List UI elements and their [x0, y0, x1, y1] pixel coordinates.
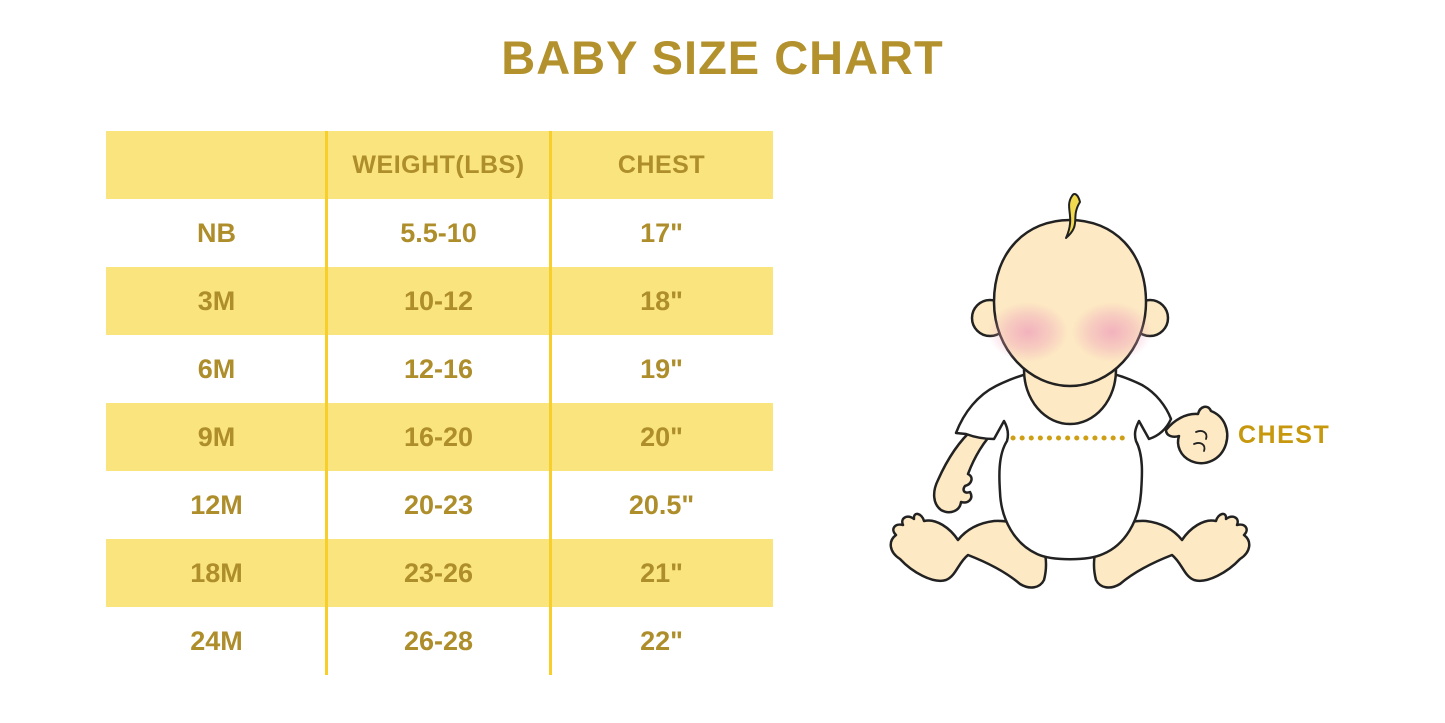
baby-right-cheek — [1072, 302, 1152, 362]
chest-measurement-label: CHEST — [1238, 421, 1331, 449]
header-cell-weight: WEIGHT(LBS) — [352, 151, 525, 179]
size-cell: 24M — [190, 626, 243, 656]
chest-cell: 20.5" — [628, 490, 695, 520]
weight-cell: 12-16 — [403, 354, 474, 384]
size-table: WEIGHT(LBS) CHEST NB 5.5-10 17" 3M 10-12… — [106, 131, 773, 675]
weight-cell: 20-23 — [403, 490, 474, 520]
size-cell: 9M — [197, 422, 236, 452]
page-title: BABY SIZE CHART — [501, 31, 944, 84]
table-row: 3M 10-12 18" — [106, 267, 773, 335]
table-header-row: WEIGHT(LBS) CHEST — [106, 131, 773, 199]
chest-cell: 21" — [640, 558, 683, 588]
baby-illustration — [889, 193, 1251, 589]
column-divider — [549, 131, 552, 675]
table-row: 18M 23-26 21" — [106, 539, 773, 607]
baby-head — [992, 218, 1148, 388]
size-cell: 6M — [197, 354, 236, 384]
baby-right-arm — [1164, 405, 1229, 465]
table-row: 24M 26-28 22" — [106, 607, 773, 675]
header-cell-size — [106, 131, 327, 199]
table-row: 9M 16-20 20" — [106, 403, 773, 471]
table-row: 6M 12-16 19" — [106, 335, 773, 403]
baby-left-cheek — [988, 302, 1068, 362]
weight-cell: 23-26 — [403, 558, 474, 588]
chest-cell: 18" — [640, 286, 683, 316]
weight-cell: 10-12 — [403, 286, 474, 316]
chest-cell: 22" — [640, 626, 683, 656]
table-row: 12M 20-23 20.5" — [106, 471, 773, 539]
size-cell: 3M — [197, 286, 236, 316]
size-cell: 18M — [190, 558, 243, 588]
column-divider — [325, 131, 328, 675]
chest-cell: 20" — [640, 422, 683, 452]
weight-cell: 5.5-10 — [400, 218, 477, 248]
chest-cell: 19" — [640, 354, 683, 384]
baby-fist-knuckles — [1193, 430, 1208, 452]
chest-cell: 17" — [640, 218, 683, 248]
size-cell: NB — [197, 218, 236, 248]
weight-cell: 16-20 — [403, 422, 474, 452]
baby-hair-curl — [1065, 193, 1081, 239]
weight-cell: 26-28 — [403, 626, 474, 656]
header-cell-chest: CHEST — [617, 151, 706, 179]
size-cell: 12M — [190, 490, 243, 520]
baby-left-arm — [932, 426, 998, 514]
table-row: NB 5.5-10 17" — [106, 199, 773, 267]
